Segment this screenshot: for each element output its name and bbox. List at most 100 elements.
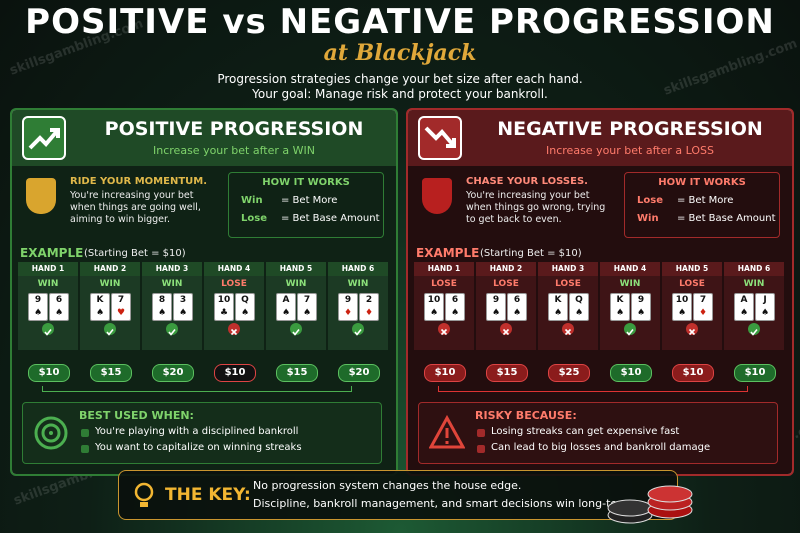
hand: HAND 3 WIN 8 ♠ 3 ♠: [142, 262, 202, 350]
card: 9 ♠: [28, 293, 48, 321]
panel-subtitle: Increase your bet after a WIN: [153, 144, 315, 157]
card: 9 ♠: [486, 293, 506, 321]
bullet-dot: [477, 445, 485, 453]
card-rank: 6: [55, 295, 63, 305]
bet: $20: [338, 364, 380, 382]
result-icon: [438, 323, 450, 336]
hand: HAND 2 WIN K ♠ 7 ♥: [80, 262, 140, 350]
card-rank: 7: [699, 295, 707, 305]
card: A ♠: [734, 293, 754, 321]
key-line: Discipline, bankroll management, and sma…: [253, 497, 636, 510]
card-rank: 10: [675, 295, 689, 305]
card-suit: ♠: [54, 308, 64, 318]
card-rank: 7: [303, 295, 311, 305]
card-suit: ♥: [116, 308, 126, 318]
card: K ♠: [610, 293, 630, 321]
card-rank: 10: [427, 295, 441, 305]
card: 6 ♠: [49, 293, 69, 321]
bet: $15: [486, 364, 528, 382]
card: 10 ♣: [214, 293, 234, 321]
result-icon: [562, 323, 574, 336]
bet: $10: [672, 364, 714, 382]
rule-label: Win: [637, 213, 659, 224]
hand-label: HAND 4: [204, 262, 264, 276]
bet: $10: [28, 364, 70, 382]
card: A ♠: [276, 293, 296, 321]
hand-label: HAND 6: [724, 262, 784, 276]
card-rank: 6: [451, 295, 459, 305]
warning-icon: [428, 414, 466, 449]
rule-label: Lose: [241, 213, 267, 224]
hand-label: HAND 4: [600, 262, 660, 276]
hand-label: HAND 2: [80, 262, 140, 276]
result-icon: [352, 323, 364, 336]
card-suit: ♦: [698, 308, 708, 318]
card: 7 ♥: [111, 293, 131, 321]
hand-result: LOSE: [493, 279, 519, 289]
bullet: You're playing with a disciplined bankro…: [95, 426, 299, 437]
card-suit: ♠: [615, 308, 625, 318]
card-rank: 9: [34, 295, 42, 305]
result-glyph: [440, 328, 448, 336]
key-bar: THE KEY: No progression system changes t…: [118, 470, 678, 520]
hand: HAND 2 LOSE 9 ♠ 6 ♠: [476, 262, 536, 350]
title: POSITIVE vs NEGATIVE PROGRESSION: [25, 2, 775, 42]
hand: HAND 5 WIN A ♠ 7 ♠: [266, 262, 326, 350]
arrow-icon: [28, 128, 60, 150]
card-suit: ♠: [450, 308, 460, 318]
result-glyph: [688, 328, 696, 336]
result-icon: [228, 323, 240, 336]
hand-label: HAND 2: [476, 262, 536, 276]
body-text: You're increasing your bet when things g…: [466, 190, 606, 225]
rule-text: = Bet Base Amount: [281, 213, 380, 224]
bet: $10: [214, 364, 256, 382]
hand-result: LOSE: [221, 279, 247, 289]
card-suit: ♦: [343, 308, 353, 318]
card: 7 ♠: [297, 293, 317, 321]
rule-text: = Bet More: [281, 195, 338, 206]
hand: HAND 1 LOSE 10 ♠ 6 ♠: [414, 262, 474, 350]
hand-result: WIN: [99, 279, 121, 289]
header-icon: [418, 116, 462, 160]
card-rank: K: [554, 295, 562, 305]
hand-label: HAND 3: [142, 262, 202, 276]
hand-result: WIN: [285, 279, 307, 289]
key-line: No progression system changes the house …: [253, 479, 522, 492]
panel-body: RIDE YOUR MOMENTUM. You're increasing you…: [12, 166, 396, 474]
result-glyph: [564, 328, 572, 336]
info-title: RISKY BECAUSE:: [475, 409, 577, 422]
bet: $20: [152, 364, 194, 382]
bet: $10: [424, 364, 466, 382]
card: K ♠: [90, 293, 110, 321]
hand: HAND 6 WIN 9 ♦ 2 ♦: [328, 262, 388, 350]
card-rank: K: [616, 295, 624, 305]
hand-label: HAND 6: [328, 262, 388, 276]
bullet: Can lead to big losses and bankroll dama…: [491, 442, 711, 453]
card: 10 ♠: [424, 293, 444, 321]
bet: $25: [548, 364, 590, 382]
rule-text: = Bet More: [677, 195, 734, 206]
bullet-dot: [81, 445, 89, 453]
panel-title: NEGATIVE PROGRESSION: [497, 118, 763, 140]
how-title: HOW IT WORKS: [262, 177, 350, 188]
bet: $15: [276, 364, 318, 382]
how-title: HOW IT WORKS: [658, 177, 746, 188]
result-icon: [686, 323, 698, 336]
flow-line: [42, 386, 352, 392]
card-suit: ♠: [429, 308, 439, 318]
result-glyph: [750, 329, 758, 336]
card-suit: ♠: [33, 308, 43, 318]
hand: HAND 6 WIN A ♠ J ♠: [724, 262, 784, 350]
info-title: BEST USED WHEN:: [79, 409, 194, 422]
card-rank: A: [740, 295, 748, 305]
card-suit: ♠: [553, 308, 563, 318]
hand-label: HAND 5: [266, 262, 326, 276]
card-suit: ♠: [178, 308, 188, 318]
panel-header: [12, 110, 396, 166]
bullet: You want to capitalize on winning streak…: [95, 442, 302, 453]
card-suit: ♣: [219, 308, 229, 318]
arrow-icon: [424, 126, 456, 148]
rule-label: Lose: [637, 195, 663, 206]
lead: RIDE YOUR MOMENTUM.: [70, 176, 208, 187]
